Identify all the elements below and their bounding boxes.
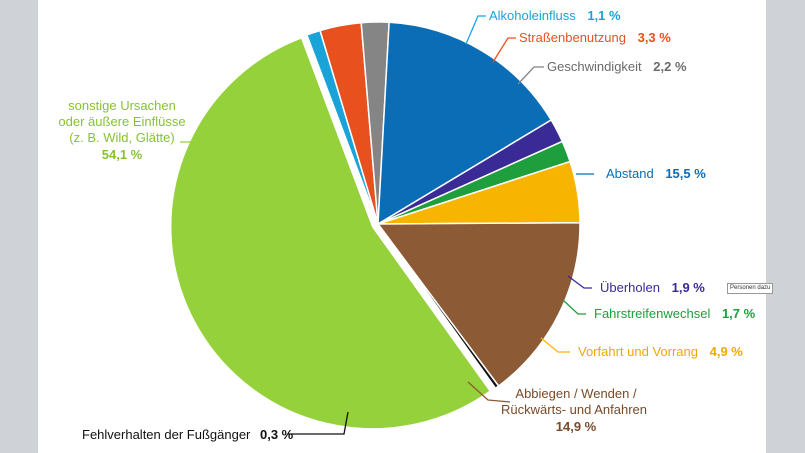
pie-slice-10 bbox=[169, 36, 492, 430]
label-abbiegen-value: 14,9 % bbox=[556, 419, 597, 434]
label-vorfahrt-value: 4,9 % bbox=[710, 344, 744, 359]
label-strasse-name: Straßenbenutzung bbox=[519, 30, 626, 45]
leader-lines bbox=[180, 15, 594, 435]
label-alkohol-value: 1,1 % bbox=[587, 8, 621, 23]
leader-ueberholen bbox=[567, 275, 592, 289]
leader-fussgaenger bbox=[288, 411, 349, 435]
leader-fahrstreifen bbox=[562, 299, 586, 315]
pie-chart: Alkoholeinfluss 1,1 % Straßenbenutzung 3… bbox=[58, 8, 755, 442]
label-fussgaenger-value: 0,3 % bbox=[260, 427, 294, 442]
label-ueberholen-value: 1,9 % bbox=[672, 280, 706, 295]
leader-alkohol bbox=[465, 15, 486, 45]
label-abbiegen-line1: Abbiegen / Wenden / bbox=[515, 386, 637, 401]
label-fahrstreifen-value: 1,7 % bbox=[722, 306, 756, 321]
leader-geschw bbox=[517, 66, 544, 85]
pie-slice-8 bbox=[376, 221, 581, 388]
pie-slice-9 bbox=[377, 223, 500, 390]
label-sonstige-line1: sonstige Ursachen bbox=[68, 98, 176, 113]
leader-abbiegen bbox=[467, 381, 511, 403]
label-fahrstreifen: Fahrstreifenwechsel 1,7 % bbox=[594, 306, 756, 321]
label-ueberholen: Überholen 1,9 % bbox=[600, 280, 705, 295]
chart-panel: Alkoholeinfluss 1,1 % Straßenbenutzung 3… bbox=[38, 0, 766, 453]
label-sonstige-line2: oder äußere Einflüsse bbox=[58, 114, 185, 129]
label-geschw: Geschwindigkeit 2,2 % bbox=[547, 59, 687, 74]
pie-slice-4 bbox=[377, 21, 553, 226]
label-sonstige-line3: (z. B. Wild, Glätte) bbox=[69, 130, 174, 145]
label-alkohol-name: Alkoholeinfluss bbox=[489, 8, 576, 23]
watermark-text: de bbox=[712, 410, 750, 443]
label-abstand-name: Abstand bbox=[606, 166, 654, 181]
overlay-note: Personen dazu bbox=[727, 283, 774, 294]
pie-slices bbox=[169, 21, 581, 430]
leader-vorfahrt bbox=[540, 337, 570, 353]
label-fussgaenger-name: Fehlverhalten der Fußgänger bbox=[82, 427, 251, 442]
label-geschw-value: 2,2 % bbox=[653, 59, 687, 74]
label-sonstige-value: 54,1 % bbox=[102, 147, 143, 162]
label-fussgaenger: Fehlverhalten der Fußgänger 0,3 % bbox=[82, 427, 294, 442]
label-abbiegen-line2: Rückwärts- und Anfahren bbox=[501, 402, 647, 417]
label-ueberholen-name: Überholen bbox=[600, 280, 660, 295]
label-alkohol: Alkoholeinfluss 1,1 % bbox=[489, 8, 621, 23]
label-strasse-value: 3,3 % bbox=[638, 30, 672, 45]
label-geschw-name: Geschwindigkeit bbox=[547, 59, 642, 74]
label-abstand-value: 15,5 % bbox=[665, 166, 706, 181]
label-strasse: Straßenbenutzung 3,3 % bbox=[519, 30, 671, 45]
label-abstand: Abstand 15,5 % bbox=[606, 166, 706, 181]
label-vorfahrt: Vorfahrt und Vorrang 4,9 % bbox=[578, 344, 743, 359]
slice-labels: Alkoholeinfluss 1,1 % Straßenbenutzung 3… bbox=[58, 8, 755, 442]
leader-strasse bbox=[492, 37, 516, 63]
label-fahrstreifen-name: Fahrstreifenwechsel bbox=[594, 306, 710, 321]
label-vorfahrt-name: Vorfahrt und Vorrang bbox=[578, 344, 698, 359]
